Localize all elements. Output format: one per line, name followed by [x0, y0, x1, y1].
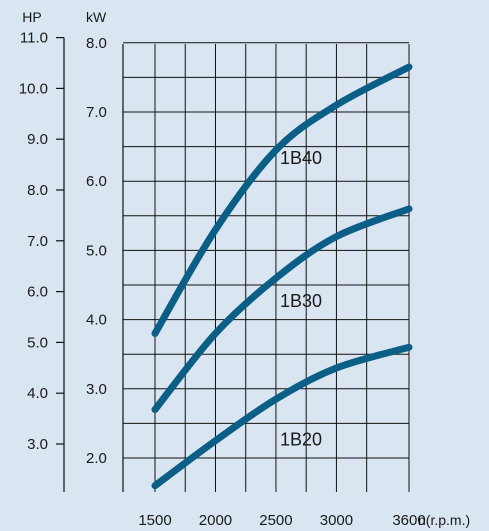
kw-tick-label: 5.0	[86, 242, 107, 259]
series-label-1b40: 1B40	[280, 148, 322, 168]
kw-tick-label: 3.0	[86, 381, 107, 398]
hp-tick-label: 7.0	[27, 233, 48, 250]
hp-tick-label: 11.0	[20, 30, 48, 47]
hp-tick-label: 6.0	[27, 284, 48, 301]
x-tick-label: 1500	[138, 512, 171, 529]
series-label-1b30: 1B30	[280, 291, 322, 311]
x-tick-label: 2000	[199, 512, 232, 529]
x-tick-label: 2500	[259, 512, 292, 529]
kw-axis-unit: kW	[86, 9, 107, 25]
hp-tick-label: 9.0	[27, 131, 48, 148]
x-tick-label: 3600	[392, 512, 425, 529]
hp-tick-label: 10.0	[19, 80, 48, 97]
hp-tick-label: 3.0	[27, 436, 48, 453]
series-line-1b30	[151, 205, 413, 414]
hp-tick-label: 8.0	[27, 182, 48, 199]
kw-tick-label: 2.0	[86, 450, 107, 467]
kw-tick-label: 6.0	[86, 173, 107, 190]
series-lines	[151, 63, 413, 490]
kw-tick-label: 7.0	[86, 104, 107, 121]
x-axis-unit: n(r.p.m.)	[418, 512, 470, 528]
hp-tick-label: 4.0	[27, 385, 48, 402]
hp-axis-unit: HP	[22, 9, 41, 25]
series-line-1b20	[151, 343, 413, 490]
series-label-1b20: 1B20	[280, 430, 322, 450]
kw-tick-label: 4.0	[86, 312, 107, 329]
axes: 3.0 4.0 5.0 6.0 7.0 8.0 9.0 10.0 11.0 HP 2.0 3.0 4.0…	[19, 9, 470, 529]
series-line-1b40	[151, 63, 413, 337]
series-labels: 1B40 1B30 1B20	[280, 148, 322, 450]
kw-tick-label: 8.0	[86, 35, 107, 52]
x-tick-label: 3000	[320, 512, 353, 529]
hp-tick-label: 5.0	[27, 334, 48, 351]
